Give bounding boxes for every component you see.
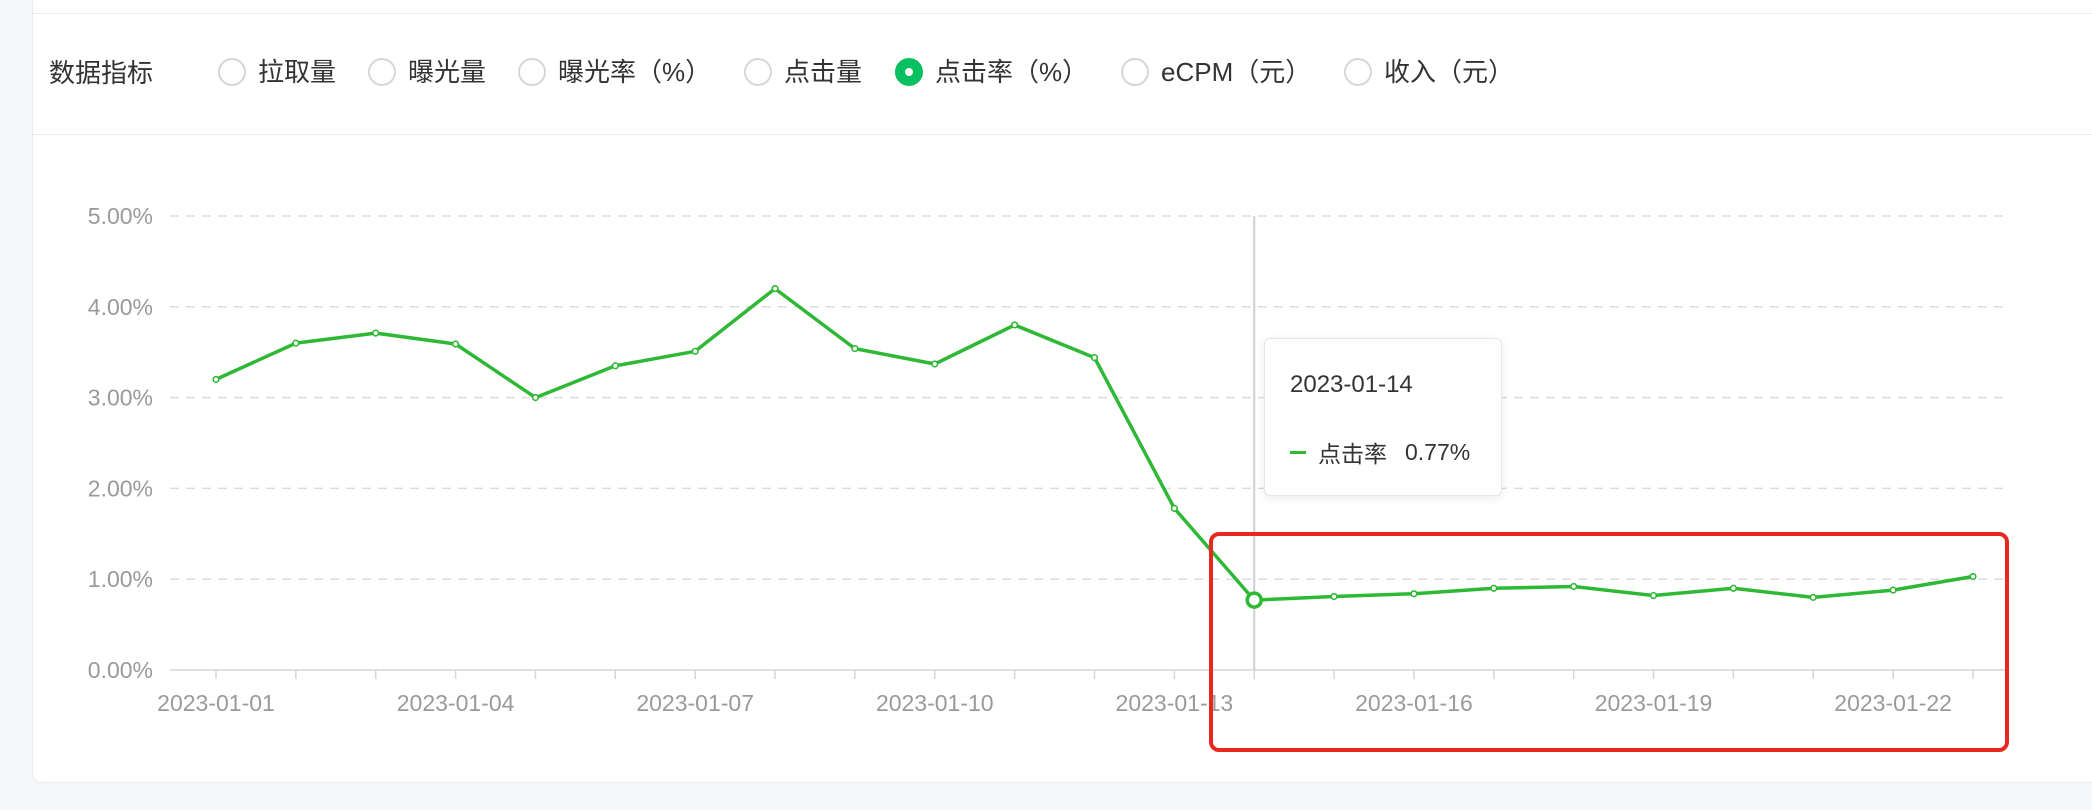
legend-swatch-icon <box>1290 450 1306 454</box>
data-point <box>1570 582 1578 591</box>
data-point <box>1729 584 1738 592</box>
y-tick-label: 1.00% <box>88 566 153 592</box>
tooltip-value: 0.77% <box>1405 438 1471 465</box>
data-point <box>292 339 300 347</box>
radio-click-rate[interactable]: 点击率（%） <box>895 58 1088 86</box>
x-tick-label: 2023-01-01 <box>157 690 275 716</box>
tooltip-date: 2023-01-14 <box>1290 371 1413 398</box>
radio-click-count[interactable]: 点击量 <box>744 58 862 86</box>
radio-label: 点击量 <box>784 57 863 87</box>
radio-circle-icon[interactable] <box>218 58 246 86</box>
data-point <box>851 344 859 353</box>
data-point <box>1490 584 1498 592</box>
metric-selector-bar <box>33 14 2092 135</box>
radio-label: 曝光量 <box>408 57 487 87</box>
data-point <box>1809 593 1817 601</box>
tooltip-series-name: 点击率 <box>1318 441 1387 467</box>
y-tick-label: 2.00% <box>88 475 153 501</box>
data-point <box>1090 354 1099 362</box>
radio-revenue[interactable]: 收入（元） <box>1344 58 1514 86</box>
radio-label: 拉取量 <box>258 57 337 87</box>
data-point <box>1649 591 1658 600</box>
radio-impression-count[interactable]: 曝光量 <box>368 58 486 86</box>
data-point <box>212 375 220 384</box>
x-tick-label: 2023-01-07 <box>636 690 754 716</box>
radio-checked-icon[interactable] <box>895 58 923 86</box>
y-tick-label: 3.00% <box>88 385 153 411</box>
data-point <box>372 329 380 337</box>
x-tick-label: 2023-01-10 <box>876 690 994 716</box>
radio-pull-count[interactable]: 拉取量 <box>218 58 336 86</box>
chart-tooltip: 2023-01-14 点击率 0.77% <box>1264 338 1502 496</box>
data-point <box>1969 572 1977 581</box>
radio-circle-icon[interactable] <box>744 58 772 86</box>
radio-label: eCPM（元） <box>1161 57 1312 87</box>
y-tick-label: 4.00% <box>88 294 153 320</box>
data-point <box>1011 321 1019 329</box>
metric-selector-label: 数据指标 <box>49 58 154 88</box>
data-point <box>531 394 540 402</box>
data-point <box>1170 504 1178 512</box>
x-tick-label: 2023-01-22 <box>1834 690 1952 716</box>
highlighted-data-point <box>1245 591 1263 609</box>
x-tick-label: 2023-01-04 <box>397 690 515 716</box>
radio-circle-icon[interactable] <box>518 58 546 86</box>
radio-label: 收入（元） <box>1384 57 1515 87</box>
data-point <box>931 360 939 368</box>
data-point <box>611 362 619 370</box>
radio-label: 曝光率（%） <box>558 57 712 87</box>
data-point <box>771 285 779 293</box>
y-tick-label: 5.00% <box>88 203 153 229</box>
chart-card <box>32 0 2092 783</box>
data-point <box>1330 592 1338 601</box>
data-point <box>691 347 699 355</box>
radio-circle-icon[interactable] <box>368 58 396 86</box>
x-tick-label: 2023-01-13 <box>1116 690 1234 716</box>
tooltip-row: 点击率 0.77% <box>1290 435 1470 469</box>
radio-label: 点击率（%） <box>935 57 1089 87</box>
x-tick-label: 2023-01-19 <box>1595 690 1713 716</box>
radio-ecpm[interactable]: eCPM（元） <box>1121 58 1311 86</box>
y-tick-label: 0.00% <box>88 657 153 683</box>
radio-impression-rate[interactable]: 曝光率（%） <box>518 58 711 86</box>
radio-circle-icon[interactable] <box>1121 58 1149 86</box>
data-point <box>451 340 460 348</box>
highlight-annotation-box <box>1209 532 2009 752</box>
data-point <box>1889 586 1897 594</box>
radio-circle-icon[interactable] <box>1344 58 1372 86</box>
x-tick-label: 2023-01-16 <box>1355 690 1473 716</box>
data-point <box>1410 590 1418 598</box>
top-strip <box>33 0 2092 14</box>
